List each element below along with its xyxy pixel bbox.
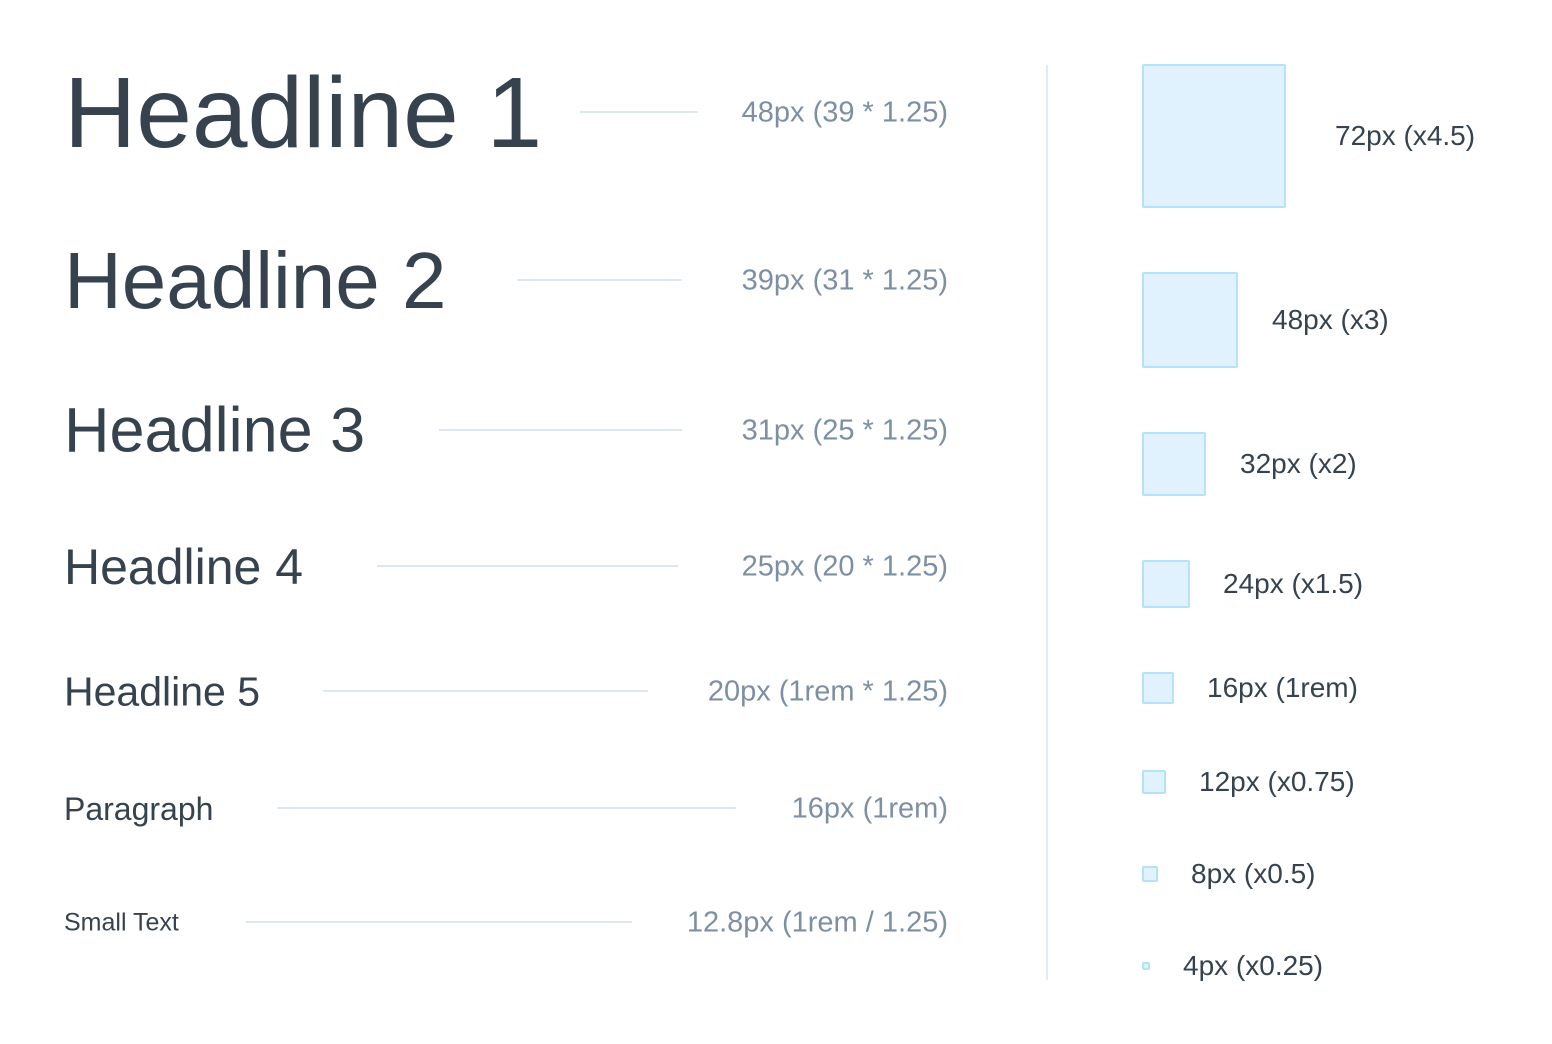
type-spec-label: 39px (31 * 1.25) — [741, 264, 948, 297]
type-spec-label: 20px (1rem * 1.25) — [707, 675, 948, 708]
spacing-label: 16px (1rem) — [1207, 672, 1358, 703]
spacing-swatch — [1142, 64, 1286, 208]
spacing-label: 8px (x0.5) — [1191, 858, 1316, 889]
spacing-label: 24px (x1.5) — [1223, 568, 1364, 599]
spacing-swatch — [1142, 962, 1150, 970]
guide-line — [246, 921, 632, 923]
spacing-swatch — [1142, 866, 1158, 882]
type-spec-label: 25px (20 * 1.25) — [741, 550, 948, 583]
spacing-swatch — [1142, 560, 1190, 608]
type-sample: Paragraph — [64, 791, 214, 827]
guide-line — [277, 807, 736, 809]
type-spec-label: 12.8px (1rem / 1.25) — [686, 906, 948, 939]
spacing-label: 48px (x3) — [1272, 304, 1389, 335]
type-sample: Headline 1 — [64, 57, 543, 169]
spacing-label: 12px (x0.75) — [1199, 766, 1355, 797]
type-sample: Headline 4 — [64, 539, 304, 595]
type-spec-label: 48px (39 * 1.25) — [741, 96, 948, 129]
type-sample: Headline 2 — [64, 236, 447, 325]
guide-line — [323, 690, 648, 692]
spacing-label: 72px (x4.5) — [1335, 120, 1476, 151]
guide-line — [439, 429, 682, 431]
spacing-swatch — [1142, 770, 1166, 794]
type-spec-label: 31px (25 * 1.25) — [741, 414, 948, 447]
type-sample: Headline 5 — [64, 668, 261, 715]
spacing-label: 32px (x2) — [1240, 448, 1357, 479]
column-divider — [1046, 65, 1048, 980]
type-sample: Small Text — [64, 908, 179, 937]
guide-line — [377, 565, 678, 567]
type-sample: Headline 3 — [64, 395, 366, 466]
spacing-swatch — [1142, 432, 1206, 496]
guide-line — [580, 111, 698, 113]
type-spec-label: 16px (1rem) — [791, 792, 948, 825]
spacing-swatch — [1142, 672, 1174, 704]
spacing-swatch — [1142, 272, 1238, 368]
spacing-label: 4px (x0.25) — [1183, 950, 1324, 981]
guide-line — [517, 279, 682, 281]
